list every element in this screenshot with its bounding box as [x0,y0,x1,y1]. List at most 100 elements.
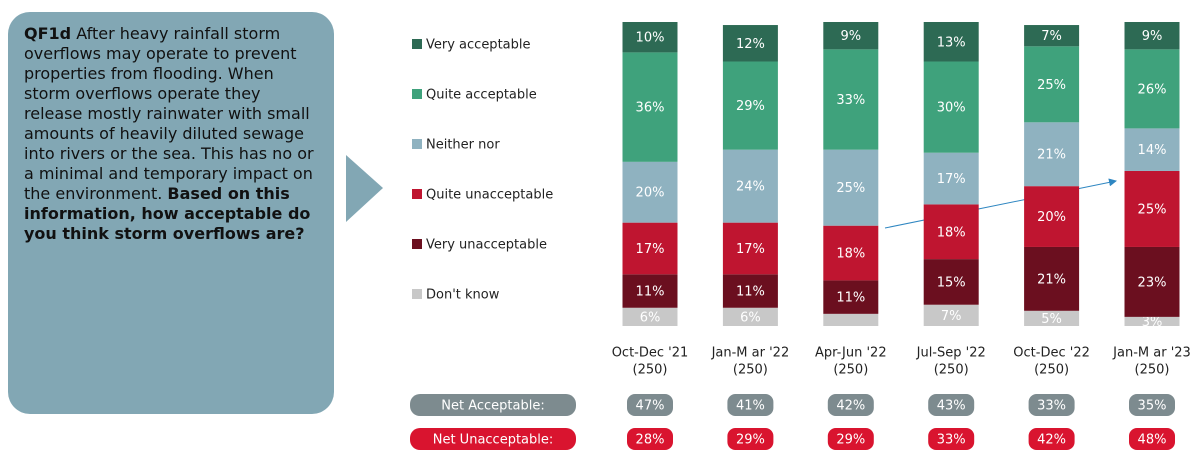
net-value-box [827,394,874,416]
question-text: After heavy rainfall storm overflows may… [24,24,314,203]
net-value-box [627,394,673,416]
bar-segment [823,225,879,281]
bar-segment [722,61,778,150]
data-label: 9% [1142,29,1163,44]
data-label: 6% [640,310,661,325]
bar-segment [1124,170,1180,247]
data-label: 14% [1138,143,1167,158]
question-emphasis: Based on this information, how acceptabl… [24,184,311,243]
data-label: 29% [736,99,765,114]
legend-label: Quite acceptable [426,88,537,103]
data-label: 33% [836,93,865,108]
bar-segment [722,149,778,223]
legend-label: Very acceptable [426,38,531,53]
bar-segment [923,61,979,153]
net-value-box [727,394,774,416]
base-label: (250) [1034,363,1069,378]
x-tick-label: Jan-M ar '23 [1112,346,1191,361]
legend-label: Quite unacceptable [426,188,553,203]
bar-segment [722,307,778,326]
data-label: 24% [736,180,765,195]
net-value-box [1028,428,1075,450]
net-value-box [928,428,975,450]
base-label: (250) [1135,363,1170,378]
pointer [346,155,383,222]
bar-segment [823,149,879,226]
net-value-box [1129,394,1175,416]
legend-swatch [412,289,422,299]
net-value: 28% [636,433,665,448]
bar-segment [823,22,879,50]
data-label: 7% [1041,29,1062,44]
question-box: QF1d After heavy rainfall storm overflow… [8,12,334,414]
data-label: 7% [941,309,962,324]
bar-segment [622,161,678,223]
bar-segment [1024,25,1080,47]
data-label: 11% [836,291,865,306]
data-label: 5% [1041,312,1062,327]
bar-segment [923,259,979,305]
bar-segment [1124,49,1180,129]
data-label: 21% [1037,272,1066,287]
net-value: 41% [736,399,765,414]
net-value: 33% [937,433,966,448]
data-label: 17% [736,242,765,257]
net-value-box [727,428,774,450]
bar-segment [1024,246,1080,311]
data-label: 30% [937,101,966,116]
net-value: 43% [937,399,966,414]
legend-swatch [412,239,422,249]
net-value-box [1129,428,1175,450]
data-label: 10% [636,31,665,46]
net-value: 42% [836,399,865,414]
data-label: 26% [1138,82,1167,97]
bar-segment [823,280,879,314]
net-label: Net Unacceptable: [433,433,554,448]
net-value: 47% [636,399,665,414]
bar-segment [923,152,979,205]
legend-swatch [412,39,422,49]
bar-segment [1124,128,1180,171]
x-tick-label: Oct-Dec '22 [1013,346,1090,361]
bar-segment [622,274,678,308]
bar-segment [1024,122,1080,187]
net-value-box [1028,394,1075,416]
data-label: 13% [937,35,966,50]
legend-swatch [412,89,422,99]
trend-arrow [884,178,1117,229]
data-label: 25% [1037,78,1066,93]
net-label: Net Acceptable: [441,399,544,414]
bar-segment [1024,186,1080,247]
net-value: 35% [1138,399,1167,414]
bar-segment [1124,316,1180,326]
base-label: (250) [934,363,969,378]
net-label-box [410,394,576,416]
bar-segment [622,52,678,162]
data-label: 11% [636,285,665,300]
question-code: QF1d [24,24,72,43]
net-value: 42% [1037,433,1066,448]
bar-segment [722,274,778,308]
legend-label: Don't know [426,288,500,303]
bar-segment [823,49,879,150]
data-label: 25% [1138,202,1167,217]
bar-segment [622,22,678,53]
data-label: 20% [636,186,665,201]
data-label: 11% [736,285,765,300]
data-label: 15% [937,275,966,290]
data-label: 6% [740,310,761,325]
bar-segment [923,204,979,260]
net-label-box [410,428,576,450]
legend-swatch [412,139,422,149]
data-label: 17% [937,172,966,187]
x-tick-label: Apr-Jun '22 [815,346,887,361]
data-label: 18% [836,247,865,262]
legend-swatch [412,189,422,199]
net-value-box [827,428,874,450]
bar-segment [1024,310,1080,326]
data-label: 21% [1037,148,1066,163]
data-label: 12% [736,37,765,52]
x-tick-label: Oct-Dec '21 [612,346,689,361]
data-label: 36% [636,101,665,116]
